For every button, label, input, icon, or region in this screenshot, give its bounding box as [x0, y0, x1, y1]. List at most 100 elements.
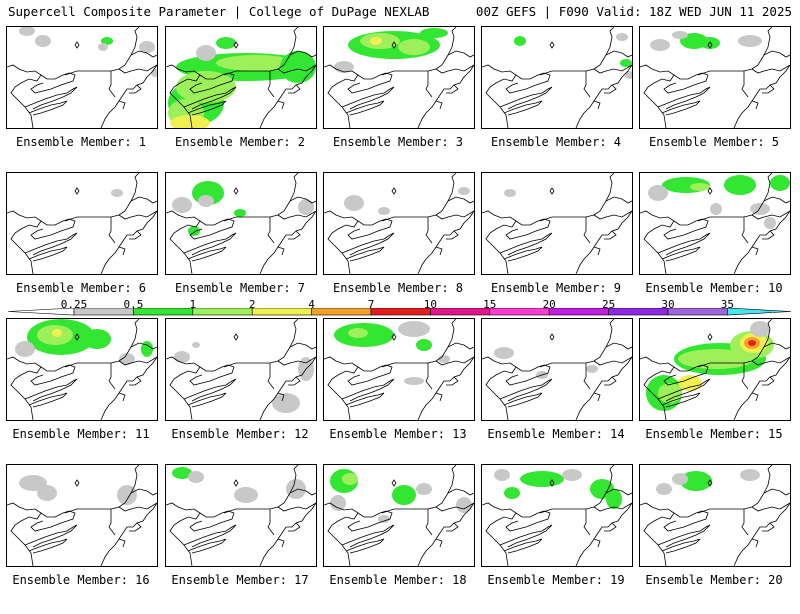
ensemble-member-panel: Ensemble Member: 1 [0, 26, 162, 176]
diamond-marker-icon [74, 333, 80, 341]
ensemble-member-panel: Ensemble Member: 8 [317, 172, 479, 322]
colorbar-tick-label: 20 [542, 298, 556, 311]
boundary-line [28, 246, 68, 262]
boundary-line [267, 71, 275, 98]
ensemble-map [481, 318, 633, 421]
colorbar-swatch [667, 308, 728, 316]
boundary-line [267, 509, 275, 536]
boundary-line [381, 465, 457, 514]
boundary-line [267, 217, 275, 244]
member-label: Ensemble Member: 16 [12, 573, 150, 587]
boundary-line [503, 392, 543, 408]
ensemble-member-panel: Ensemble Member: 3 [317, 26, 479, 176]
boundary-line [751, 538, 759, 548]
member-label: Ensemble Member: 20 [645, 573, 783, 587]
boundary-line [499, 232, 553, 256]
boundary-line [663, 218, 709, 240]
boundary-line [741, 71, 749, 98]
ensemble-map [165, 464, 317, 567]
diamond-marker-icon [233, 187, 239, 195]
diamond-marker-icon [549, 41, 555, 49]
boundary-line [447, 196, 474, 204]
boundary-line [604, 522, 617, 532]
boundary-line [64, 319, 140, 368]
boundary-line [505, 510, 551, 532]
map-svg [482, 27, 632, 128]
colorbar-swatch [489, 308, 550, 316]
boundary-line [435, 392, 443, 402]
map-svg [324, 319, 474, 420]
scp-contour-area [416, 339, 432, 351]
boundary-line [447, 488, 474, 496]
boundary-line [733, 210, 790, 274]
boundary-line [267, 363, 275, 390]
scp-contour-area [680, 471, 712, 491]
boundary-line [277, 392, 285, 402]
ensemble-map [165, 172, 317, 275]
scp-contour-area [586, 365, 598, 373]
boundary-line [30, 510, 76, 532]
boundary-line [751, 246, 759, 256]
scp-contour-area [141, 341, 153, 357]
boundary-line [697, 319, 773, 368]
diamond-marker-icon [233, 333, 239, 341]
scp-contour-area [710, 203, 722, 215]
scp-contour-area [198, 195, 214, 207]
boundary-line [166, 64, 201, 128]
scp-contour-area [98, 43, 108, 51]
boundary-line [435, 538, 443, 548]
scp-contour-area [172, 197, 192, 213]
ensemble-member-panel: Ensemble Member: 2 [159, 26, 321, 176]
scp-contour-area [272, 393, 300, 413]
boundary-line [130, 50, 157, 58]
boundary-line [259, 502, 316, 566]
diamond-marker-icon [707, 41, 713, 49]
boundary-line [7, 502, 42, 566]
map-svg [7, 27, 157, 128]
member-label: Ensemble Member: 6 [15, 281, 147, 295]
boundary-line [324, 502, 359, 566]
boundary-line [640, 356, 675, 420]
map-svg [640, 27, 790, 128]
boundary-line [499, 524, 553, 548]
boundary-line [381, 27, 457, 76]
boundary-line [482, 502, 517, 566]
boundary-line [108, 217, 116, 244]
ensemble-member-panel: Ensemble Member: 9 [475, 172, 637, 322]
ensemble-member-panel: Ensemble Member: 12 [159, 318, 321, 468]
boundary-line [417, 502, 474, 566]
boundary-line [593, 64, 632, 74]
boundary-line [183, 86, 237, 110]
member-label: Ensemble Member: 5 [648, 135, 780, 149]
scp-contour-area [170, 115, 210, 128]
boundary-line [341, 232, 395, 256]
boundary-line [288, 230, 301, 240]
boundary-line [741, 509, 749, 536]
boundary-line [24, 524, 78, 548]
boundary-line [30, 72, 76, 94]
member-label: Ensemble Member: 10 [645, 281, 783, 295]
boundary-line [289, 50, 316, 58]
ensemble-map [6, 172, 158, 275]
scp-contour-area [658, 383, 682, 403]
scp-contour-area [700, 37, 720, 49]
boundary-line [499, 86, 553, 110]
boundary-line [64, 27, 140, 76]
diamond-marker-icon [233, 41, 239, 49]
scp-contour-area [398, 321, 430, 337]
ensemble-map [323, 318, 475, 421]
scp-contour-area [216, 37, 236, 49]
boundary-line [288, 376, 301, 386]
scp-contour-area [648, 185, 668, 201]
boundary-line [381, 173, 457, 222]
boundary-line [183, 232, 237, 256]
ensemble-map [323, 464, 475, 567]
scp-contour-area [19, 27, 35, 36]
boundary-line [661, 392, 701, 408]
boundary-line [28, 100, 68, 116]
scp-contour-area [35, 35, 51, 47]
boundary-line [187, 538, 227, 554]
ensemble-map [6, 318, 158, 421]
scp-contour-area [504, 189, 516, 197]
boundary-line [661, 100, 701, 116]
